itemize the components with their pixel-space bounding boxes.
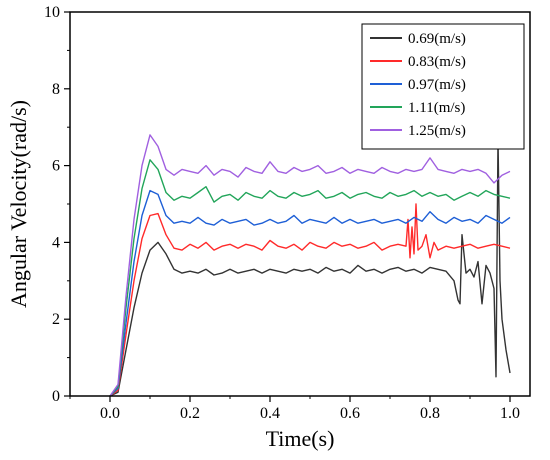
x-tick-label: 0.2 [180,405,200,422]
ticks-layer: 0.0 0.2 0.4 0.6 0.8 1.0 0 2 4 6 8 10 [44,4,520,422]
series-layer [109,134,511,397]
x-tick-label: 0.0 [100,405,120,422]
x-tick-label: 0.4 [260,405,280,422]
y-tick-label: 10 [44,4,60,21]
x-tick-label: 0.6 [340,405,360,422]
legend-box [361,23,525,150]
y-tick-label: 4 [52,234,60,251]
legend-label: 0.69(m/s) [408,31,466,47]
y-tick-label: 6 [52,158,60,175]
series-line-2 [109,203,511,397]
y-tick-label: 2 [52,311,60,328]
y-tick-label: 0 [52,388,60,405]
series-line-4 [109,159,511,397]
legend: 0.69(m/s) 0.83(m/s) 0.97(m/s) 1.11(m/s) 1.25… [361,23,525,150]
series-line-3 [109,189,511,397]
x-axis-title: Time(s) [266,426,335,451]
legend-label: 1.11(m/s) [408,100,465,116]
legend-label: 0.97(m/s) [408,77,466,93]
y-axis-title: Angular Velocity(rad/s) [6,100,31,308]
y-tick-label: 8 [52,81,60,98]
legend-label: 0.83(m/s) [408,54,466,70]
x-tick-label: 0.8 [420,405,440,422]
x-tick-label: 1.0 [500,405,520,422]
series-line-5 [109,134,511,397]
series-line-1 [109,138,511,397]
legend-label: 1.25(m/s) [408,123,466,139]
